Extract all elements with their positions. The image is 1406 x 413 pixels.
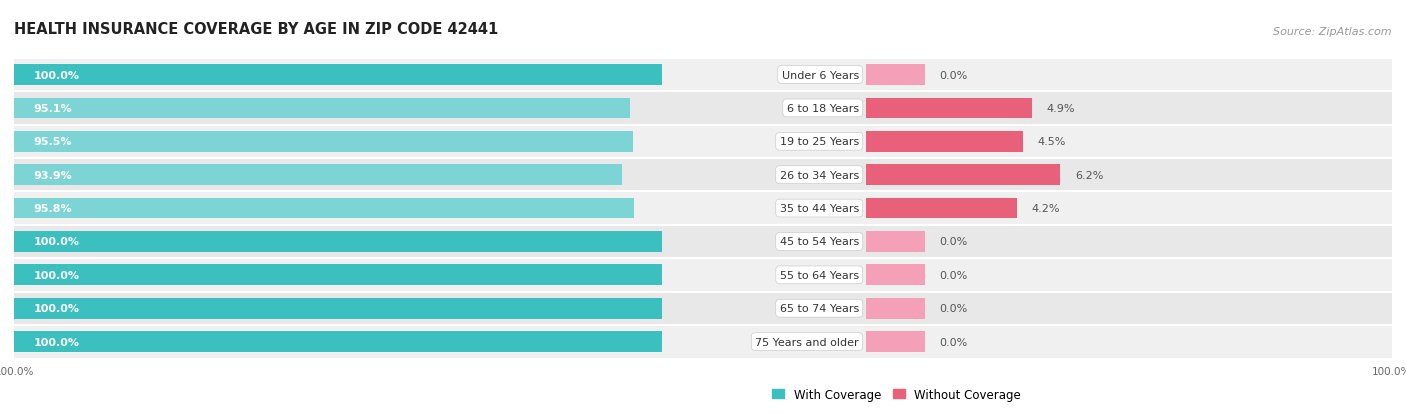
Text: Source: ZipAtlas.com: Source: ZipAtlas.com — [1274, 27, 1392, 37]
Bar — [297, 292, 1406, 325]
Text: 0.0%: 0.0% — [939, 304, 967, 313]
Legend: With Coverage, Without Coverage: With Coverage, Without Coverage — [772, 388, 1021, 401]
Bar — [866, 298, 925, 319]
Text: 6.2%: 6.2% — [1076, 170, 1104, 180]
Bar — [14, 132, 633, 152]
Bar — [866, 232, 925, 252]
Text: 95.5%: 95.5% — [34, 137, 72, 147]
Bar — [297, 125, 1406, 159]
Bar — [14, 298, 662, 319]
Bar — [14, 165, 623, 185]
Text: 0.0%: 0.0% — [939, 270, 967, 280]
Bar — [14, 265, 662, 285]
Text: 95.8%: 95.8% — [34, 204, 72, 214]
Text: 19 to 25 Years: 19 to 25 Years — [779, 137, 859, 147]
Text: 75 Years and older: 75 Years and older — [755, 337, 859, 347]
Bar — [866, 165, 1060, 185]
Text: 100.0%: 100.0% — [34, 237, 80, 247]
Bar — [0, 125, 986, 159]
Bar — [297, 59, 1406, 92]
Bar — [297, 159, 1406, 192]
Bar — [866, 132, 1024, 152]
Text: 100.0%: 100.0% — [34, 337, 80, 347]
Text: 0.0%: 0.0% — [939, 70, 967, 80]
Bar — [0, 325, 986, 358]
Bar — [297, 92, 1406, 125]
Text: HEALTH INSURANCE COVERAGE BY AGE IN ZIP CODE 42441: HEALTH INSURANCE COVERAGE BY AGE IN ZIP … — [14, 22, 498, 37]
Text: 0.0%: 0.0% — [939, 237, 967, 247]
Text: 6 to 18 Years: 6 to 18 Years — [787, 104, 859, 114]
Bar — [0, 92, 986, 125]
Bar — [866, 198, 1017, 219]
Bar — [0, 159, 986, 192]
Bar — [0, 292, 986, 325]
Bar — [14, 198, 634, 219]
Bar — [866, 265, 925, 285]
Text: 100.0%: 100.0% — [34, 270, 80, 280]
Bar — [866, 65, 925, 85]
Bar — [14, 332, 662, 352]
Text: 4.2%: 4.2% — [1031, 204, 1060, 214]
Bar — [297, 192, 1406, 225]
Text: 4.5%: 4.5% — [1038, 137, 1066, 147]
Bar — [297, 259, 1406, 292]
Text: 65 to 74 Years: 65 to 74 Years — [779, 304, 859, 313]
Bar — [0, 192, 986, 225]
Bar — [0, 259, 986, 292]
Text: 4.9%: 4.9% — [1046, 104, 1076, 114]
Text: 95.1%: 95.1% — [34, 104, 72, 114]
Text: 93.9%: 93.9% — [34, 170, 72, 180]
Bar — [0, 59, 986, 92]
Text: 0.0%: 0.0% — [939, 337, 967, 347]
Bar — [14, 98, 630, 119]
Bar — [0, 225, 986, 259]
Text: 35 to 44 Years: 35 to 44 Years — [779, 204, 859, 214]
Text: 45 to 54 Years: 45 to 54 Years — [779, 237, 859, 247]
Bar — [297, 325, 1406, 358]
Bar — [14, 65, 662, 85]
Bar — [297, 225, 1406, 259]
Bar — [866, 98, 1032, 119]
Bar — [866, 332, 925, 352]
Text: 26 to 34 Years: 26 to 34 Years — [779, 170, 859, 180]
Bar — [14, 232, 662, 252]
Text: Under 6 Years: Under 6 Years — [782, 70, 859, 80]
Text: 100.0%: 100.0% — [34, 70, 80, 80]
Text: 55 to 64 Years: 55 to 64 Years — [780, 270, 859, 280]
Text: 100.0%: 100.0% — [34, 304, 80, 313]
